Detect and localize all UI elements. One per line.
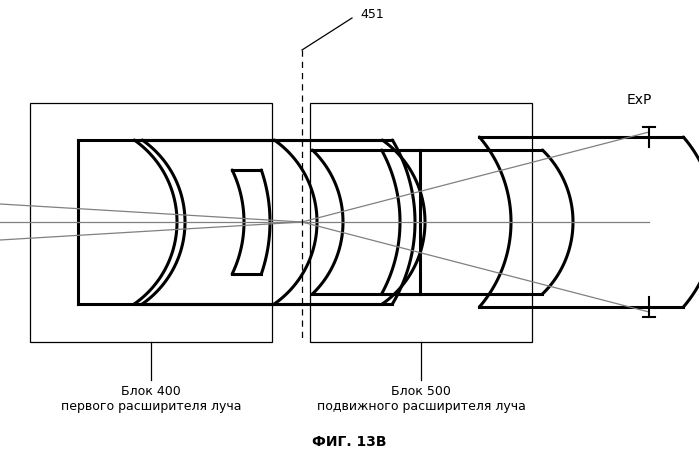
Text: ФИГ. 13В: ФИГ. 13В <box>312 435 387 449</box>
Text: Блок 400: Блок 400 <box>121 385 181 398</box>
Text: подвижного расширителя луча: подвижного расширителя луча <box>317 400 526 413</box>
Text: ExP: ExP <box>626 93 651 107</box>
Text: первого расширителя луча: первого расширителя луча <box>61 400 241 413</box>
Bar <box>310 103 532 342</box>
Text: 451: 451 <box>360 9 384 22</box>
Bar <box>30 103 272 342</box>
Text: Блок 500: Блок 500 <box>391 385 451 398</box>
